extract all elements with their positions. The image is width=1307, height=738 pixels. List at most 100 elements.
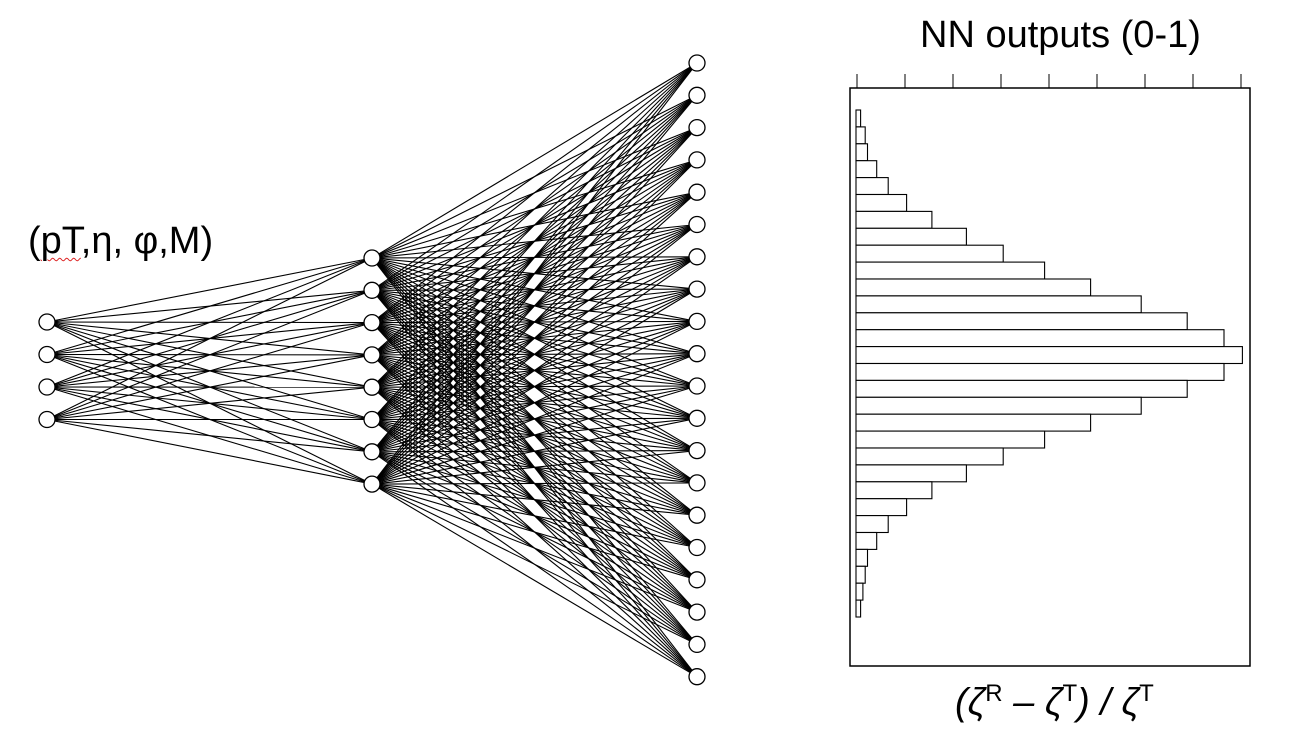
histogram-bar [855,599,862,618]
network-edge [371,483,698,581]
histogram-bar [855,295,1142,314]
network-node-layer-3 [688,668,706,686]
histogram-top-axis [856,74,1242,89]
network-edge [46,257,373,323]
histogram-bar [855,244,1004,263]
network-node-layer-2 [363,249,381,267]
network-node-layer-2 [363,475,381,493]
network-node-layer-2 [363,410,381,429]
histogram-bar [855,565,866,584]
histogram-bar [855,329,1225,348]
network-edge [371,288,698,485]
network-nodes [38,54,706,686]
network-edge [371,483,698,516]
network-node-layer-3 [688,345,706,363]
network-node-layer-3 [688,54,706,72]
network-edge [371,62,698,259]
histogram-bar [855,312,1188,331]
network-edge [371,320,698,485]
network-node-layer-3 [688,312,706,331]
network-node-layer-3 [688,151,706,169]
histogram-bar [855,177,889,196]
histogram-bar [855,160,878,179]
network-node-layer-3 [688,441,706,460]
histogram-bar [855,210,933,229]
network-node-layer-3 [688,377,706,395]
histogram-bar [855,430,1046,449]
histogram-bar [855,362,1225,381]
histogram-axis-label: (ζR – ζT) / ζT [955,680,1154,724]
network-edge [46,386,373,421]
network-edge [371,450,698,485]
histogram-bar [855,227,967,246]
histogram-bar [855,498,908,517]
network-edge [371,417,698,485]
histogram-bar [855,143,869,162]
network-node-layer-3 [688,409,706,427]
histogram-bar [855,396,1142,415]
histogram-bar [855,278,1092,297]
histogram-bar [855,413,1092,432]
network-edge [371,159,698,485]
network-node-layer-3 [688,248,706,266]
network-edge [371,483,698,613]
network-node-layer-2 [363,378,381,396]
histogram-bar [855,379,1188,398]
histogram-bar [855,193,908,212]
network-edge [371,62,698,324]
network-node-layer-2 [363,443,381,461]
network-node-layer-3 [688,571,706,589]
network-node-layer-3 [688,280,706,298]
network-edge [371,62,698,356]
network-edge [46,322,373,421]
histogram-bar [855,582,864,601]
histogram-bar [855,515,889,534]
histogram-bar [855,548,869,567]
network-edge [371,483,698,549]
network-node-layer-3 [688,86,706,104]
histogram-bar [855,464,967,483]
network-edge [46,354,373,421]
network-edge [371,127,698,485]
network-edge [371,62,698,388]
network-edge [46,418,373,485]
network-edge [371,224,698,485]
network-edge [46,257,373,388]
network-edge [46,289,373,421]
network-edge [371,62,698,453]
network-edge [46,257,373,420]
network-node-layer-3 [688,603,706,621]
network-edge [371,62,698,485]
histogram-bar [855,481,933,500]
histogram-bar [855,447,1004,466]
network-edge [371,191,698,485]
network-edge [46,418,373,453]
input-features-label: (pT,η, φ,M) [28,220,214,262]
network-edges [46,62,698,678]
network-edge [371,353,698,485]
network-edge [371,256,698,485]
network-node-layer-3 [688,118,706,137]
histogram-bar [855,531,878,550]
histogram-bar [855,346,1243,365]
histogram-bar [855,261,1046,280]
network-edge [46,257,373,356]
network-node-layer-2 [363,313,381,332]
network-node-layer-1 [38,378,56,396]
network-node-layer-1 [38,410,56,429]
network-node-layer-1 [38,345,56,364]
histogram-bars [855,109,1243,618]
network-node-layer-3 [688,538,706,557]
histogram-bar [855,109,862,128]
histogram-title: NN outputs (0-1) [920,14,1201,56]
network-edge [371,94,698,485]
network-edge [371,483,698,645]
network-node-layer-2 [363,346,381,364]
network-edge [371,62,698,291]
histogram-bar [855,126,866,145]
network-edge [371,483,698,678]
network-node-layer-3 [688,215,706,234]
